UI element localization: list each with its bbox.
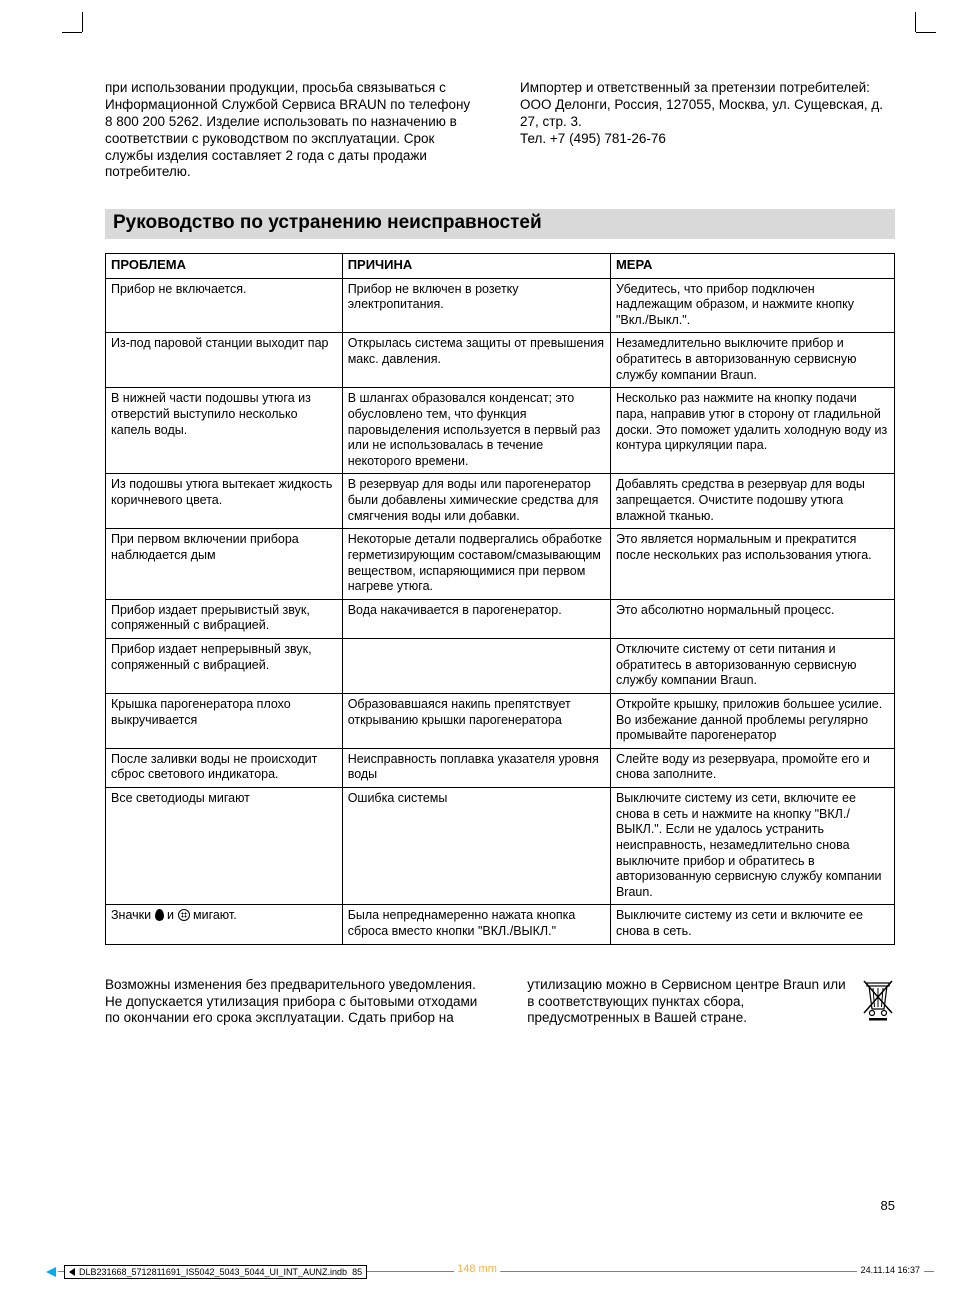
cell-cause: Некоторые детали подвергались обработке … [342,529,610,600]
table-row: В нижней части подошвы утюга из отверсти… [106,388,895,474]
cell-problem: Прибор издает прерывистый звук, сопряжен… [106,599,343,638]
table-row: Из-под паровой станции выходит парОткрыл… [106,333,895,388]
footer-measure: 148 mm [454,1263,500,1275]
cell-problem: В нижней части подошвы утюга из отверсти… [106,388,343,474]
header-remedy: МЕРА [610,254,894,278]
table-row: Прибор издает непрерывный звук, сопряжен… [106,639,895,694]
table-row: Из подошвы утюга вытекает жидкость корич… [106,474,895,529]
cell-cause: Прибор не включен в розетку электропитан… [342,278,610,333]
intro-left: при использовании продукции, просьба свя… [105,80,480,181]
water-drop-icon [155,909,164,921]
outro-right-text: утилизацию можно в Сервисном центре Brau… [527,977,847,1028]
cell-remedy: Незамедлительно выключите прибор и обрат… [610,333,894,388]
table-row: Все светодиоды мигаютОшибка системыВыклю… [106,788,895,905]
table-body: Прибор не включается.Прибор не включен в… [106,278,895,944]
cell-remedy: Несколько раз нажмите на кнопку подачи п… [610,388,894,474]
cell-cause: Была непреднамеренно нажата кнопка сброс… [342,905,610,944]
cell-problem: Прибор не включается. [106,278,343,333]
cell-problem: Значки и мигают. [106,905,343,944]
section-title-bar: Руководство по устранению неисправностей [105,209,895,239]
page-content: при использовании продукции, просьба свя… [105,80,895,1027]
cell-remedy: Это является нормальным и прекратится по… [610,529,894,600]
cell-problem: Все светодиоды мигают [106,788,343,905]
table-row: Прибор не включается.Прибор не включен в… [106,278,895,333]
footer-arrow-left-icon [46,1267,56,1277]
weee-recycle-icon [861,979,895,1021]
page-number: 85 [881,1198,895,1213]
cell-cause: В резервуар для воды или парогенератор б… [342,474,610,529]
steam-burst-icon [178,909,190,921]
cell-problem: Крышка парогенератора плохо выкручиваетс… [106,693,343,748]
section-title-text: Руководство по устранению неисправностей [113,212,542,233]
outro-columns: Возможны изменения без предварительного … [105,977,895,1028]
outro-right-wrap: утилизацию можно в Сервисном центре Brau… [527,977,895,1028]
cell-remedy: Выключите систему из сети и включите ее … [610,905,894,944]
table-row: После заливки воды не происходит сброс с… [106,748,895,787]
print-footer: DLB231668_5712811691_IS5042_5043_5044_UI… [0,1267,954,1287]
footer-filename: DLB231668_5712811691_IS5042_5043_5044_UI… [79,1267,362,1277]
crop-mark-top-right [896,32,916,52]
table-row: Значки и мигают.Была непреднамеренно наж… [106,905,895,944]
cell-remedy: Слейте воду из резервуара, промойте его … [610,748,894,787]
footer-timestamp: 24.11.14 16:37 [857,1265,924,1275]
cell-cause: Вода накачивается в парогенератор. [342,599,610,638]
cell-problem: Из-под паровой станции выходит пар [106,333,343,388]
cell-remedy: Отключите систему от сети питания и обра… [610,639,894,694]
cell-remedy: Выключите систему из сети, включите ее с… [610,788,894,905]
cell-problem: При первом включении прибора наблюдается… [106,529,343,600]
table-row: Крышка парогенератора плохо выкручиваетс… [106,693,895,748]
intro-right: Импортер и ответственный за претензии по… [520,80,895,181]
cell-cause: Открылась система защиты от превышения м… [342,333,610,388]
cell-cause: Образовавшаяся накипь препятствует откры… [342,693,610,748]
cell-problem: После заливки воды не происходит сброс с… [106,748,343,787]
crop-mark-top-left [82,32,102,52]
troubleshooting-table: ПРОБЛЕМА ПРИЧИНА МЕРА Прибор не включает… [105,253,895,944]
table-header-row: ПРОБЛЕМА ПРИЧИНА МЕРА [106,254,895,278]
cell-problem: Из подошвы утюга вытекает жидкость корич… [106,474,343,529]
cell-cause: Ошибка системы [342,788,610,905]
footer-black-arrow-icon [69,1268,75,1276]
cell-cause: В шлангах образовался конденсат; это обу… [342,388,610,474]
header-cause: ПРИЧИНА [342,254,610,278]
cell-remedy: Добавлять средства в резервуар для воды … [610,474,894,529]
table-row: При первом включении прибора наблюдается… [106,529,895,600]
cell-problem: Прибор издает непрерывный звук, сопряжен… [106,639,343,694]
intro-columns: при использовании продукции, просьба свя… [105,80,895,181]
cell-remedy: Откройте крышку, приложив большее усилие… [610,693,894,748]
cell-remedy: Это абсолютно нормальный процесс. [610,599,894,638]
footer-file-box: DLB231668_5712811691_IS5042_5043_5044_UI… [64,1265,367,1279]
cell-cause: Неисправность поплавка указателя уровня … [342,748,610,787]
cell-cause [342,639,610,694]
outro-left: Возможны изменения без предварительного … [105,977,491,1028]
table-row: Прибор издает прерывистый звук, сопряжен… [106,599,895,638]
cell-remedy: Убедитесь, что прибор подключен надлежащ… [610,278,894,333]
header-problem: ПРОБЛЕМА [106,254,343,278]
